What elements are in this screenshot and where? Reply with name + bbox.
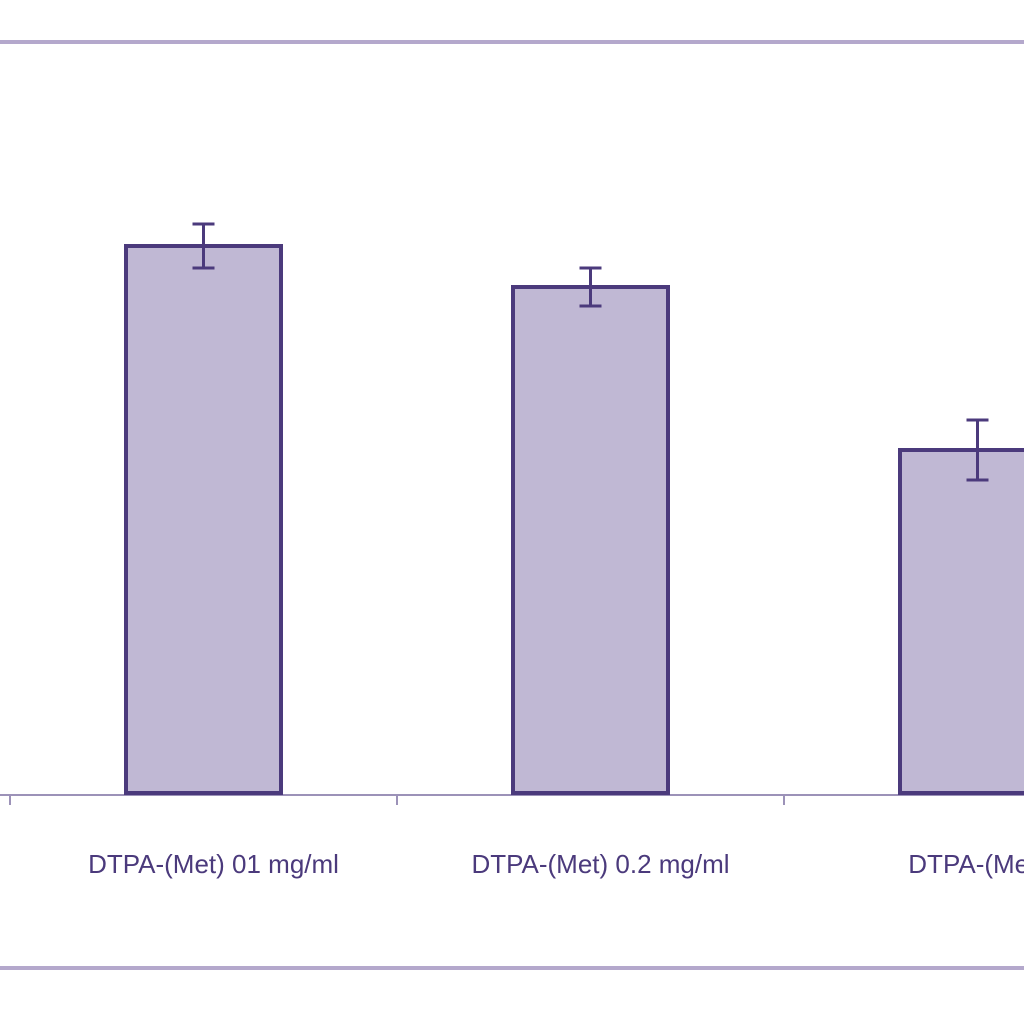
error-bar bbox=[579, 266, 602, 308]
x-tick-label: DTPA-(Met) 0.2 mg/ml bbox=[471, 849, 729, 879]
top-frame-line bbox=[0, 40, 1024, 44]
x-tick-label: DTPA-(Met) 0 bbox=[908, 849, 1024, 879]
bar bbox=[124, 244, 283, 795]
error-bar bbox=[192, 222, 215, 270]
error-bar bbox=[966, 418, 989, 482]
bar bbox=[511, 285, 670, 795]
x-tick-label: DTPA-(Met) 01 mg/ml bbox=[88, 849, 339, 879]
bottom-frame-line bbox=[0, 966, 1024, 970]
bar bbox=[898, 448, 1024, 795]
